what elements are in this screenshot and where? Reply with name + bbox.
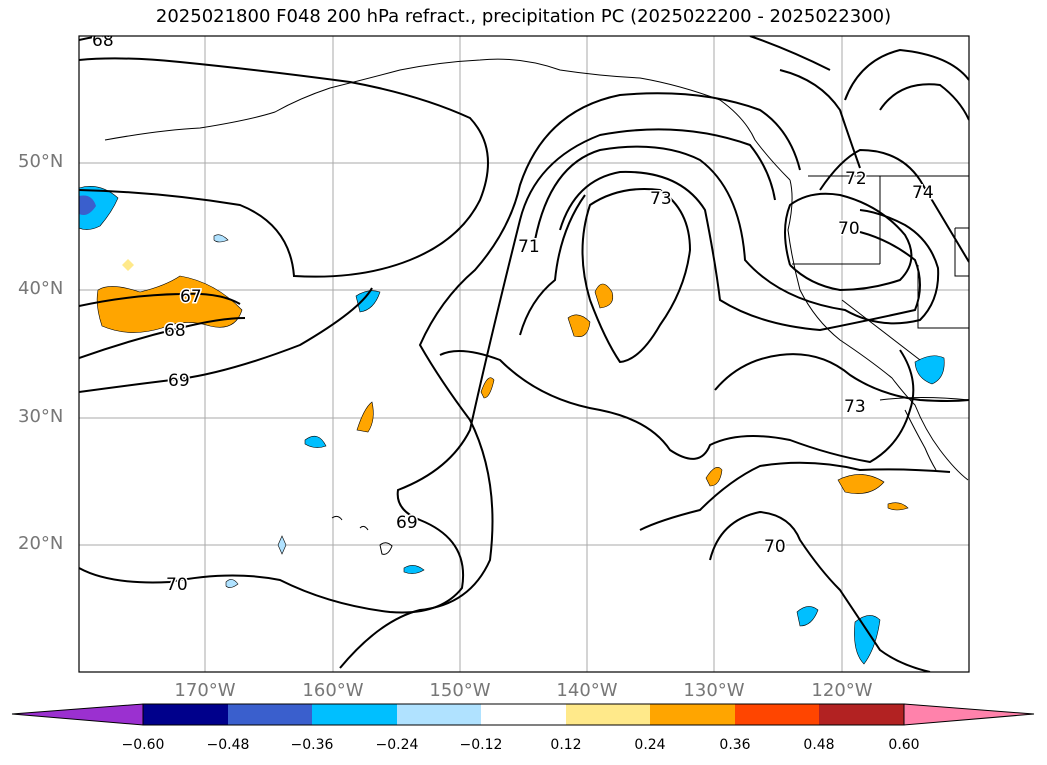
lon-label: 130°W — [683, 680, 745, 701]
contour-label: 67 — [180, 287, 202, 307]
contour-label: 68 — [92, 31, 114, 51]
colorbar-swatch — [312, 704, 397, 725]
lon-label: 170°W — [174, 680, 236, 701]
map-title: 2025021800 F048 200 hPa refract., precip… — [155, 6, 892, 27]
lon-label: 140°W — [556, 680, 618, 701]
colorbar-swatch — [143, 704, 228, 725]
colorbar-swatch — [397, 704, 481, 725]
colorbar-tick-label: 0.36 — [719, 737, 751, 753]
colorbar-swatch — [481, 704, 566, 725]
colorbar-frame — [142, 703, 905, 726]
lon-label: 120°W — [811, 680, 873, 701]
lat-label: 40°N — [18, 278, 64, 299]
colorbar-tick-label: −0.60 — [121, 737, 165, 753]
lon-label: 160°W — [302, 680, 364, 701]
positive-precip-area — [96, 275, 243, 333]
negative-precip-core — [79, 195, 96, 215]
contour-label: 71 — [518, 237, 540, 257]
colorbar-tick-label: −0.12 — [459, 737, 503, 753]
lat-label: 50°N — [18, 151, 64, 172]
colorbar-swatch — [566, 704, 650, 725]
precip-shading — [79, 186, 945, 665]
colorbar-tick-label: 0.12 — [550, 737, 582, 753]
contour-label: 70 — [166, 575, 188, 595]
colorbar-tick-label: 0.60 — [888, 737, 920, 753]
contour-label: 70 — [838, 219, 860, 239]
colorbar-extend-low — [11, 703, 144, 726]
map-plot-area — [79, 36, 969, 672]
lat-label: 20°N — [18, 533, 64, 554]
contour-label: 70 — [764, 537, 786, 557]
lon-label: 150°W — [429, 680, 491, 701]
colorbar-swatch — [228, 704, 312, 725]
contour-label: 72 — [845, 169, 867, 189]
colorbar-tick-label: −0.24 — [375, 737, 419, 753]
contour-label: 69 — [168, 371, 190, 391]
graticule — [79, 36, 969, 672]
contour-label: 68 — [164, 321, 186, 341]
lat-label: 30°N — [18, 406, 64, 427]
colorbar-tick-label: 0.24 — [634, 737, 666, 753]
contour-label: 73 — [844, 397, 866, 417]
contour-label: 74 — [912, 183, 934, 203]
colorbar-tick-label: 0.48 — [803, 737, 835, 753]
colorbar-swatch — [650, 704, 735, 725]
contour-labels: 68 67 68 69 70 71 73 72 74 70 73 69 70 — [91, 31, 936, 597]
map-frame — [78, 35, 970, 673]
refractivity-contours — [79, 36, 969, 672]
contour-label: 73 — [650, 189, 672, 209]
colorbar-tick-label: −0.36 — [290, 737, 334, 753]
coastlines — [104, 58, 969, 555]
colorbar-extend-high — [903, 703, 1035, 726]
colorbar-swatch — [819, 704, 904, 725]
contour-label: 69 — [396, 513, 418, 533]
colorbar-swatch — [735, 704, 819, 725]
colorbar — [11, 703, 1035, 726]
colorbar-tick-label: −0.48 — [206, 737, 250, 753]
